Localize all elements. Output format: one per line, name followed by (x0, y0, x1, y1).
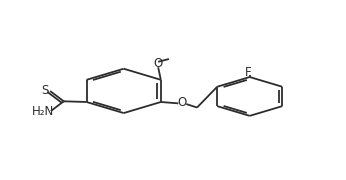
Text: O: O (153, 57, 163, 70)
Text: O: O (178, 96, 187, 109)
Text: S: S (41, 84, 49, 97)
Text: H₂N: H₂N (32, 105, 54, 118)
Text: F: F (245, 66, 252, 79)
